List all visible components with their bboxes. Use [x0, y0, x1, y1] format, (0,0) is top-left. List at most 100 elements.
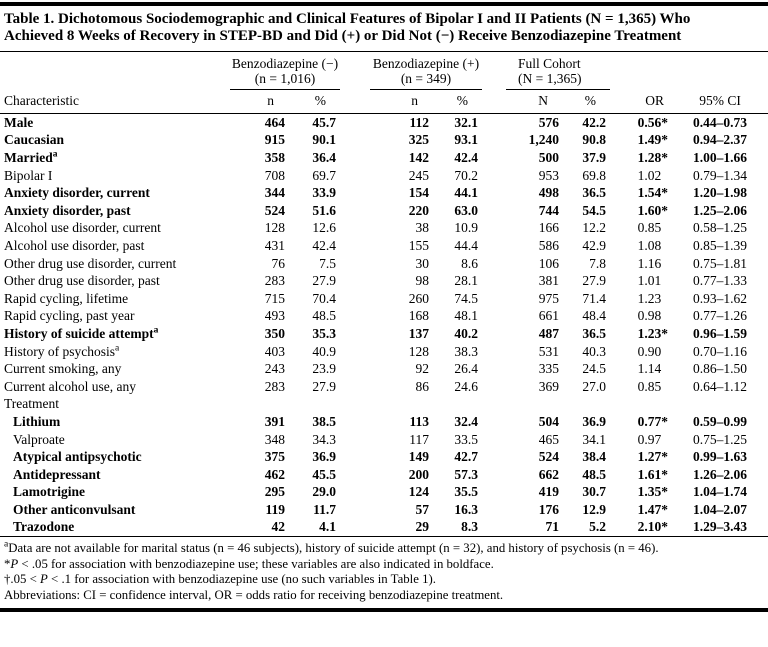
benzo-minus-n: 715 [264, 290, 285, 306]
row-label: Current alcohol use, any [4, 378, 136, 394]
column-spacer [340, 325, 370, 343]
benzo-plus-n: 168 [408, 308, 429, 324]
odds-ratio: 0.98* [637, 308, 662, 324]
column-spacer [482, 501, 506, 519]
characteristic-header: Characteristic [0, 51, 230, 114]
benzo-plus-pct: 35.5 [454, 484, 478, 500]
benzo-minus-pct: 12.6 [312, 220, 336, 236]
footnote: aData are not available for marital stat… [4, 540, 762, 557]
benzo-plus-n: 92 [415, 361, 430, 377]
benzo-minus-n: 462 [264, 466, 285, 482]
odds-ratio: 1.23* [637, 325, 669, 341]
confidence-interval: 0.44–0.73 [693, 114, 748, 130]
group-label: Benzodiazepine (+) [372, 55, 480, 71]
benzo-plus-pct [432, 395, 482, 413]
table-header: Characteristic Benzodiazepine (−) (n = 1… [0, 51, 768, 114]
benzo-plus-n: 113 [409, 413, 429, 429]
odds-ratio: 1.61* [637, 466, 669, 482]
odds-ratio: 1.49* [637, 132, 669, 148]
odds-ratio: 1.08* [637, 237, 662, 253]
column-spacer [482, 448, 506, 466]
full-cohort-n: 176 [538, 501, 559, 517]
column-spacer [482, 272, 506, 290]
column-spacer [340, 290, 370, 308]
benzo-plus-pct: 42.7 [454, 449, 478, 465]
row-label: Atypical antipsychotic [13, 449, 142, 465]
benzo-minus-n: 243 [264, 361, 285, 377]
benzo-minus-pct: 51.6 [312, 202, 336, 218]
benzo-plus-n: 149 [408, 449, 429, 465]
confidence-interval: 0.77–1.33 [693, 273, 748, 289]
footnote-marker: a [115, 343, 120, 354]
full-cohort-n: 498 [538, 185, 559, 201]
benzo-plus-n: 142 [408, 150, 429, 165]
odds-ratio: 1.35* [637, 484, 669, 500]
column-spacer [482, 113, 506, 131]
column-spacer [340, 255, 370, 273]
full-cohort-n: 106 [538, 255, 559, 271]
full-cohort-n: 381 [538, 273, 559, 289]
row-label: Rapid cycling, past year [4, 308, 135, 324]
column-spacer [482, 518, 506, 536]
confidence-interval: 0.96–1.59 [693, 325, 748, 341]
footnote-text: P [10, 556, 19, 571]
odds-ratio: 0.85* [637, 378, 662, 394]
column-spacer [340, 51, 370, 114]
row-label: Marrieda [4, 149, 58, 165]
table-row: Alcohol use disorder, current 128 12.6 38 10… [0, 219, 768, 237]
row-label: Anxiety disorder, current [4, 185, 150, 201]
benzo-plus-n: 260 [408, 290, 429, 306]
subheader-row: n % n % N % [0, 89, 768, 114]
odds-ratio [610, 395, 672, 413]
odds-ratio: 1.47* [637, 501, 669, 517]
subheader-n: n [230, 89, 288, 114]
confidence-interval: 0.59–0.99 [693, 413, 748, 429]
full-cohort-n: 504 [538, 413, 559, 429]
benzo-minus-pct: 90.1 [312, 132, 336, 148]
full-cohort-pct: 34.1 [582, 431, 607, 447]
column-spacer [482, 237, 506, 255]
odds-ratio: 1.60* [637, 202, 669, 218]
confidence-interval: 0.77–1.26 [693, 308, 748, 324]
full-cohort-n: 975 [538, 290, 559, 306]
benzo-minus-n: 344 [264, 185, 285, 201]
bottom-rule [0, 608, 768, 613]
row-label: Other anticonvulsant [13, 501, 136, 517]
row-label: History of psychosisa [4, 343, 120, 359]
benzo-plus-pct: 44.4 [454, 237, 478, 253]
benzo-minus-pct: 27.9 [312, 273, 336, 289]
benzo-minus-pct [288, 395, 340, 413]
benzo-plus-n: 154 [408, 185, 429, 201]
full-cohort-n: 953 [538, 167, 559, 183]
column-spacer [340, 378, 370, 396]
column-spacer [340, 184, 370, 202]
confidence-interval: 0.75–1.25 [693, 431, 748, 447]
confidence-interval: 1.04–2.07 [693, 501, 748, 517]
benzo-plus-pct: 16.3 [454, 501, 478, 517]
table-row: Trazodone 42 4.1 29 8.3 71 5.2 2.10* 1.29–3.43 [0, 518, 768, 536]
table-row: Current smoking, any 243 23.9 92 26.4 335 24.5… [0, 360, 768, 378]
benzo-plus-pct: 57.3 [454, 466, 478, 482]
group-label: Benzodiazepine (−) [231, 55, 339, 71]
benzo-minus-n: 350 [264, 325, 285, 341]
benzo-plus-n [370, 395, 432, 413]
row-label: Current smoking, any [4, 361, 122, 377]
table-row: Antidepressant 462 45.5 200 57.3 662 48.5 1.61*… [0, 466, 768, 484]
row-label: Rapid cycling, lifetime [4, 290, 129, 306]
odds-ratio: 1.28* [637, 150, 669, 165]
benzo-minus-n: 708 [264, 167, 285, 183]
confidence-interval: 0.58–1.25 [693, 220, 748, 236]
footnote: Abbreviations: CI = confidence interval,… [4, 588, 762, 604]
column-spacer [340, 272, 370, 290]
benzo-minus-n: 431 [264, 237, 285, 253]
data-table: Characteristic Benzodiazepine (−) (n = 1… [0, 50, 768, 538]
benzo-minus-n: 375 [264, 449, 285, 465]
confidence-interval: 0.75–1.81 [693, 255, 748, 271]
benzo-plus-n: 86 [415, 378, 430, 394]
table-row: Male 464 45.7 112 32.1 576 42.2 0.56* 0.44–0.73 [0, 113, 768, 131]
benzo-minus-pct: 70.4 [312, 290, 336, 306]
full-cohort-n: 465 [538, 431, 559, 447]
row-label: Lamotrigine [13, 484, 85, 500]
full-cohort-n: 487 [538, 325, 559, 341]
benzo-plus-pct: 74.5 [454, 290, 478, 306]
